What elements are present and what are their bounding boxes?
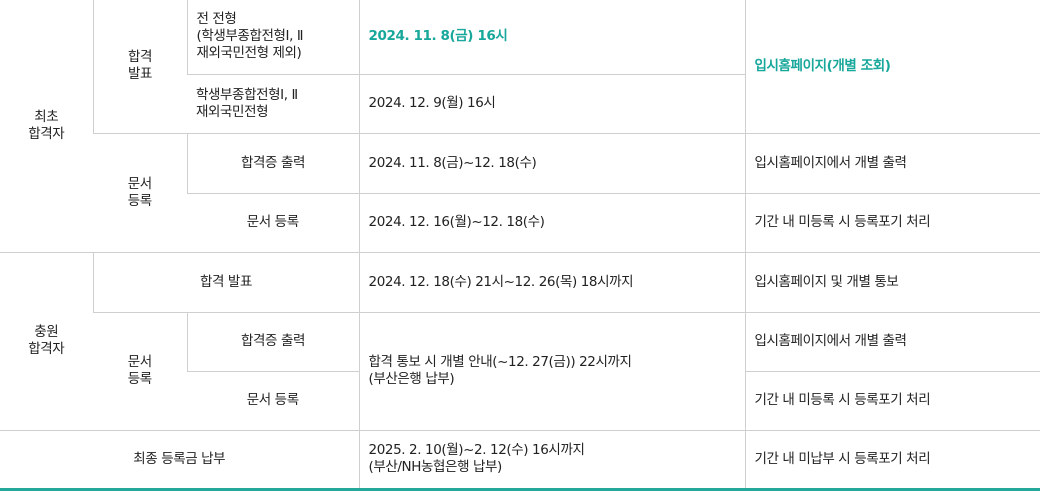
initial-certificate-note: 입시홈페이지에서 개별 출력: [744, 133, 1040, 194]
initial-registration-note: 기간 내 미등록 시 등록포기 처리: [744, 193, 1040, 253]
additional-certificate-name: 합격증 출력: [186, 312, 359, 372]
table-row: 최초 합격자 합격 발표 전 전형 (학생부종합전형Ⅰ, Ⅱ 재외국민전형 제외…: [0, 0, 1040, 253]
additional-group-label: 충원 합격자: [0, 252, 93, 431]
initial-registration-name: 문서 등록: [187, 193, 359, 253]
initial-announce-exception-date: 2024. 12. 9(월) 16시: [358, 74, 745, 134]
additional-announce-note: 입시홈페이지 및 개별 통보: [744, 252, 1040, 313]
initial-group-label: 최초 합격자: [0, 0, 93, 253]
additional-announce-name: 합격 발표: [92, 252, 359, 313]
table-row: 문서 등록 합격증 출력 2024. 11. 8(금)~12. 18(수) 입시…: [0, 133, 1040, 253]
initial-announce-note: 입시홈페이지(개별 조회): [744, 0, 1040, 134]
table-row: 최종 등록금 납부 2025. 2. 10(월)~2. 12(수) 16시까지 …: [0, 430, 1040, 491]
initial-certificate-name: 합격증 출력: [186, 133, 359, 194]
additional-documents-date: 합격 통보 시 개별 안내(~12. 27(금)) 22시까지 (부산은행 납부…: [358, 312, 745, 431]
final-payment-name: 최종 등록금 납부: [0, 430, 359, 491]
final-payment-date: 2025. 2. 10(월)~2. 12(수) 16시까지 (부산/NH농협은행…: [358, 430, 745, 491]
initial-announce-label: 합격 발표: [92, 0, 187, 134]
final-payment-note: 기간 내 미납부 시 등록포기 처리: [744, 430, 1040, 491]
table-row: 충원 합격자 합격 발표 2024. 12. 18(수) 21시~12. 26(…: [0, 252, 1040, 431]
additional-registration-note: 기간 내 미등록 시 등록포기 처리: [744, 371, 1040, 431]
initial-announce-all-date: 2024. 11. 8(금) 16시: [358, 0, 745, 75]
table-row: 문서 등록 기간 내 미등록 시 등록포기 처리: [0, 371, 1040, 431]
additional-documents-label: 문서 등록: [93, 312, 187, 431]
initial-registration-date: 2024. 12. 16(월)~12. 18(수): [358, 193, 745, 253]
initial-announce-all-name: 전 전형 (학생부종합전형Ⅰ, Ⅱ 재외국민전형 제외): [186, 0, 359, 75]
additional-certificate-note: 입시홈페이지에서 개별 출력: [744, 312, 1040, 372]
table-row: 문서 등록 2024. 12. 16(월)~12. 18(수) 기간 내 미등록…: [0, 193, 1040, 253]
additional-registration-name: 문서 등록: [187, 371, 359, 431]
initial-announce-exception-name: 학생부종합전형Ⅰ, Ⅱ 재외국민전형: [187, 74, 359, 134]
additional-announce-date: 2024. 12. 18(수) 21시~12. 26(목) 18시까지: [358, 252, 745, 313]
table-row: 학생부종합전형Ⅰ, Ⅱ 재외국민전형 2024. 12. 9(월) 16시: [0, 74, 1040, 134]
initial-certificate-date: 2024. 11. 8(금)~12. 18(수): [358, 133, 745, 194]
table-row: 문서 등록 합격증 출력 합격 통보 시 개별 안내(~12. 27(금)) 2…: [0, 312, 1040, 431]
initial-documents-label: 문서 등록: [93, 133, 187, 253]
